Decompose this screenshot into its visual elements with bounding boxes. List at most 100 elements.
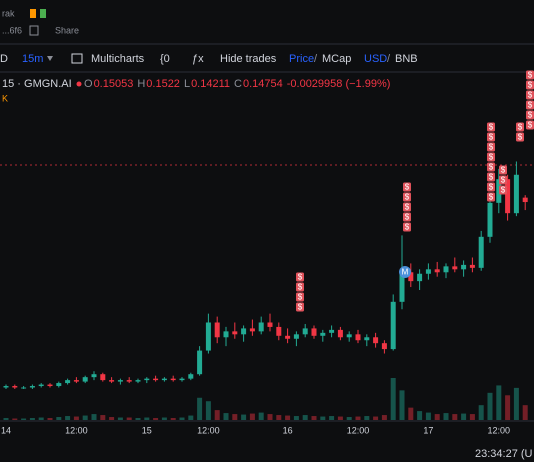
- candle-body: [302, 328, 308, 335]
- candle-body: [126, 380, 132, 382]
- copy-icon[interactable]: [29, 25, 39, 36]
- indicator-icon[interactable]: {0: [160, 53, 170, 65]
- volume-bar: [249, 413, 255, 420]
- multicharts-icon[interactable]: [71, 53, 83, 64]
- trade-marker-label: $: [489, 123, 494, 132]
- ohlc-value: 0.14211: [191, 78, 230, 90]
- trade-marker-label: $: [298, 283, 303, 292]
- address: ...6f6: [2, 25, 22, 35]
- trade-marker-label: $: [489, 153, 494, 162]
- symbol: 15 · GMGN.AI: [2, 78, 72, 90]
- volume-bar: [443, 413, 449, 420]
- volume-bar: [337, 416, 343, 420]
- trade-marker-label: $: [489, 193, 494, 202]
- hide-trades[interactable]: Hide trades: [220, 53, 277, 65]
- candle-body: [285, 335, 291, 339]
- trade-marker: [487, 122, 495, 132]
- volume-bar: [346, 417, 352, 420]
- trade-marker-label: $: [528, 81, 533, 90]
- volume-bar: [417, 411, 423, 420]
- candle-body: [73, 380, 79, 382]
- separator: /: [387, 53, 391, 65]
- candle-body: [223, 331, 229, 338]
- mcap-toggle[interactable]: MCap: [322, 53, 351, 65]
- trade-marker: [296, 272, 304, 282]
- volume-bar: [311, 416, 317, 420]
- volume-bar: [188, 415, 194, 420]
- trade-marker-label: $: [489, 183, 494, 192]
- x-tick-label: 17: [423, 425, 433, 435]
- trade-marker-label: $: [405, 223, 410, 232]
- trade-marker-label: $: [518, 123, 523, 132]
- dropdown-arrow[interactable]: [47, 56, 53, 61]
- bnb-toggle[interactable]: BNB: [395, 53, 418, 65]
- volume-bar: [505, 395, 511, 420]
- x-tick-label: 12:00: [347, 425, 370, 435]
- volume-bar: [21, 418, 27, 420]
- volume-bar: [399, 390, 405, 420]
- candle-body: [232, 331, 238, 335]
- candle-body: [337, 329, 343, 338]
- trade-marker: [516, 122, 524, 132]
- volume-bar: [364, 416, 370, 420]
- candle-body: [3, 386, 9, 388]
- trade-marker-label: $: [489, 133, 494, 142]
- trade-marker-label: $: [528, 101, 533, 110]
- fx-icon[interactable]: ƒx: [192, 53, 204, 65]
- x-tick-label: 15: [142, 425, 152, 435]
- candle-body: [496, 179, 502, 203]
- volume-bar: [223, 413, 229, 420]
- trade-marker: [487, 172, 495, 182]
- trade-marker: [499, 165, 507, 175]
- volume-bar: [285, 415, 291, 420]
- trade-marker: [487, 142, 495, 152]
- trade-marker-label: $: [489, 163, 494, 172]
- candle-body: [399, 272, 405, 302]
- candle-body: [522, 197, 528, 203]
- ohlc-key: L: [184, 78, 190, 90]
- volume-bar: [117, 417, 123, 420]
- trade-marker: [403, 182, 411, 192]
- trade-marker-label: $: [501, 186, 506, 195]
- volume-bar: [109, 417, 115, 420]
- trade-marker: [499, 175, 507, 185]
- volume-bar: [144, 417, 150, 420]
- trade-marker-label: $: [405, 193, 410, 202]
- interval-fragment[interactable]: D: [0, 53, 8, 65]
- candle-body: [249, 328, 255, 332]
- volume-bar: [126, 417, 132, 420]
- trade-marker-label: $: [518, 133, 523, 142]
- candle-body: [258, 322, 264, 332]
- multicharts[interactable]: Multicharts: [91, 53, 145, 65]
- volume-bar: [329, 416, 335, 420]
- candle-body: [144, 378, 150, 381]
- trade-marker-label: $: [298, 273, 303, 282]
- candle-body: [355, 334, 361, 341]
- x-tick-label: 12:00: [197, 425, 220, 435]
- volume-bar: [3, 418, 9, 420]
- volume-bar: [214, 410, 220, 420]
- candle-body: [188, 374, 194, 379]
- trade-marker-label: $: [298, 293, 303, 302]
- volume-bar: [135, 418, 141, 420]
- interval[interactable]: 15m: [22, 53, 43, 65]
- candle-body: [293, 334, 299, 339]
- migration-marker-label: M: [402, 268, 409, 277]
- candle-body: [241, 328, 247, 335]
- volume-bar: [232, 414, 238, 420]
- candle-body: [364, 337, 370, 341]
- volume-bar: [100, 415, 106, 420]
- price-toggle[interactable]: Price: [289, 53, 314, 65]
- volume-bar: [452, 414, 458, 420]
- trade-marker-label: $: [528, 111, 533, 120]
- candle-body: [434, 269, 440, 273]
- usd-toggle[interactable]: USD: [364, 53, 387, 65]
- ohlc-value: 0.14754: [243, 78, 283, 90]
- share[interactable]: Share: [55, 25, 79, 35]
- candle-body: [12, 386, 18, 388]
- trade-marker-label: $: [528, 91, 533, 100]
- candle-body: [117, 380, 123, 382]
- candle-body: [82, 377, 88, 382]
- ohlc-value: 0.15053: [94, 78, 134, 90]
